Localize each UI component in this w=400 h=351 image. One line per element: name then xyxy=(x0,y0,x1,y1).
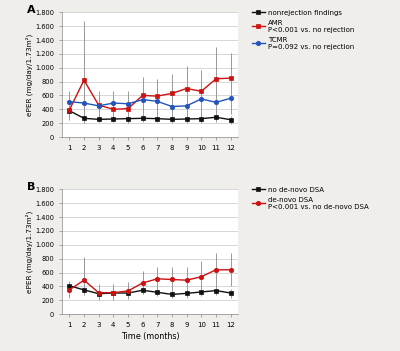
nonrejection findings xyxy=(214,115,218,119)
TCMR
P=0.092 vs. no rejection xyxy=(140,98,145,102)
TCMR
P=0.092 vs. no rejection xyxy=(96,104,101,108)
AMR
P<0.001 vs. no rejection xyxy=(96,103,101,107)
AMR
P<0.001 vs. no rejection xyxy=(67,108,72,112)
nonrejection findings xyxy=(140,116,145,120)
TCMR
P=0.092 vs. no rejection xyxy=(228,96,233,100)
nonrejection findings xyxy=(82,116,86,120)
no de-novo DSA xyxy=(82,288,86,292)
Legend: no de-novo DSA, de-novo DSA
P<0.001 vs. no de-novo DSA: no de-novo DSA, de-novo DSA P<0.001 vs. … xyxy=(252,187,369,210)
de-novo DSA
P<0.001 vs. no de-novo DSA xyxy=(228,268,233,272)
no de-novo DSA xyxy=(214,289,218,293)
Y-axis label: ePER (mg/day/1.73m²): ePER (mg/day/1.73m²) xyxy=(25,34,32,116)
TCMR
P=0.092 vs. no rejection xyxy=(155,99,160,104)
X-axis label: Time (months): Time (months) xyxy=(121,332,179,341)
Line: no de-novo DSA: no de-novo DSA xyxy=(67,284,233,297)
no de-novo DSA xyxy=(140,288,145,292)
no de-novo DSA xyxy=(170,292,174,297)
Line: nonrejection findings: nonrejection findings xyxy=(67,108,233,122)
de-novo DSA
P<0.001 vs. no de-novo DSA xyxy=(199,274,204,279)
no de-novo DSA xyxy=(111,291,116,295)
TCMR
P=0.092 vs. no rejection xyxy=(214,100,218,105)
no de-novo DSA xyxy=(96,292,101,296)
nonrejection findings xyxy=(126,117,130,121)
Legend: nonrejection findings, AMR
P<0.001 vs. no rejection, TCMR
P=0.092 vs. no rejecti: nonrejection findings, AMR P<0.001 vs. n… xyxy=(252,9,354,49)
de-novo DSA
P<0.001 vs. no de-novo DSA xyxy=(67,288,72,292)
Text: A: A xyxy=(27,5,36,15)
AMR
P<0.001 vs. no rejection xyxy=(184,86,189,91)
nonrejection findings xyxy=(228,118,233,122)
nonrejection findings xyxy=(96,117,101,121)
Line: AMR
P<0.001 vs. no rejection: AMR P<0.001 vs. no rejection xyxy=(67,76,233,112)
AMR
P<0.001 vs. no rejection xyxy=(111,107,116,111)
nonrejection findings xyxy=(67,108,72,113)
de-novo DSA
P<0.001 vs. no de-novo DSA xyxy=(155,277,160,281)
no de-novo DSA xyxy=(155,290,160,294)
no de-novo DSA xyxy=(184,291,189,296)
de-novo DSA
P<0.001 vs. no de-novo DSA xyxy=(96,291,101,295)
nonrejection findings xyxy=(111,117,116,121)
de-novo DSA
P<0.001 vs. no de-novo DSA xyxy=(140,281,145,285)
de-novo DSA
P<0.001 vs. no de-novo DSA xyxy=(214,268,218,272)
AMR
P<0.001 vs. no rejection xyxy=(82,78,86,82)
AMR
P<0.001 vs. no rejection xyxy=(126,106,130,111)
Line: de-novo DSA
P<0.001 vs. no de-novo DSA: de-novo DSA P<0.001 vs. no de-novo DSA xyxy=(67,267,233,295)
nonrejection findings xyxy=(155,117,160,121)
TCMR
P=0.092 vs. no rejection xyxy=(184,104,189,108)
TCMR
P=0.092 vs. no rejection xyxy=(111,101,116,105)
de-novo DSA
P<0.001 vs. no de-novo DSA xyxy=(184,278,189,282)
no de-novo DSA xyxy=(228,291,233,295)
nonrejection findings xyxy=(184,117,189,121)
TCMR
P=0.092 vs. no rejection xyxy=(170,105,174,109)
no de-novo DSA xyxy=(199,290,204,294)
nonrejection findings xyxy=(170,117,174,121)
Y-axis label: ePER (mg/day/1.73m²): ePER (mg/day/1.73m²) xyxy=(25,211,32,293)
AMR
P<0.001 vs. no rejection xyxy=(170,91,174,95)
no de-novo DSA xyxy=(67,284,72,288)
AMR
P<0.001 vs. no rejection xyxy=(155,94,160,98)
de-novo DSA
P<0.001 vs. no de-novo DSA xyxy=(126,289,130,293)
AMR
P<0.001 vs. no rejection xyxy=(214,77,218,81)
TCMR
P=0.092 vs. no rejection xyxy=(82,101,86,105)
TCMR
P=0.092 vs. no rejection xyxy=(126,102,130,106)
AMR
P<0.001 vs. no rejection xyxy=(199,89,204,93)
Line: TCMR
P=0.092 vs. no rejection: TCMR P=0.092 vs. no rejection xyxy=(67,96,233,109)
AMR
P<0.001 vs. no rejection xyxy=(228,76,233,80)
no de-novo DSA xyxy=(126,291,130,295)
nonrejection findings xyxy=(199,117,204,121)
de-novo DSA
P<0.001 vs. no de-novo DSA xyxy=(82,278,86,282)
TCMR
P=0.092 vs. no rejection xyxy=(67,100,72,104)
Text: B: B xyxy=(27,182,35,192)
AMR
P<0.001 vs. no rejection xyxy=(140,93,145,98)
de-novo DSA
P<0.001 vs. no de-novo DSA xyxy=(111,291,116,295)
TCMR
P=0.092 vs. no rejection xyxy=(199,97,204,101)
de-novo DSA
P<0.001 vs. no de-novo DSA xyxy=(170,277,174,282)
